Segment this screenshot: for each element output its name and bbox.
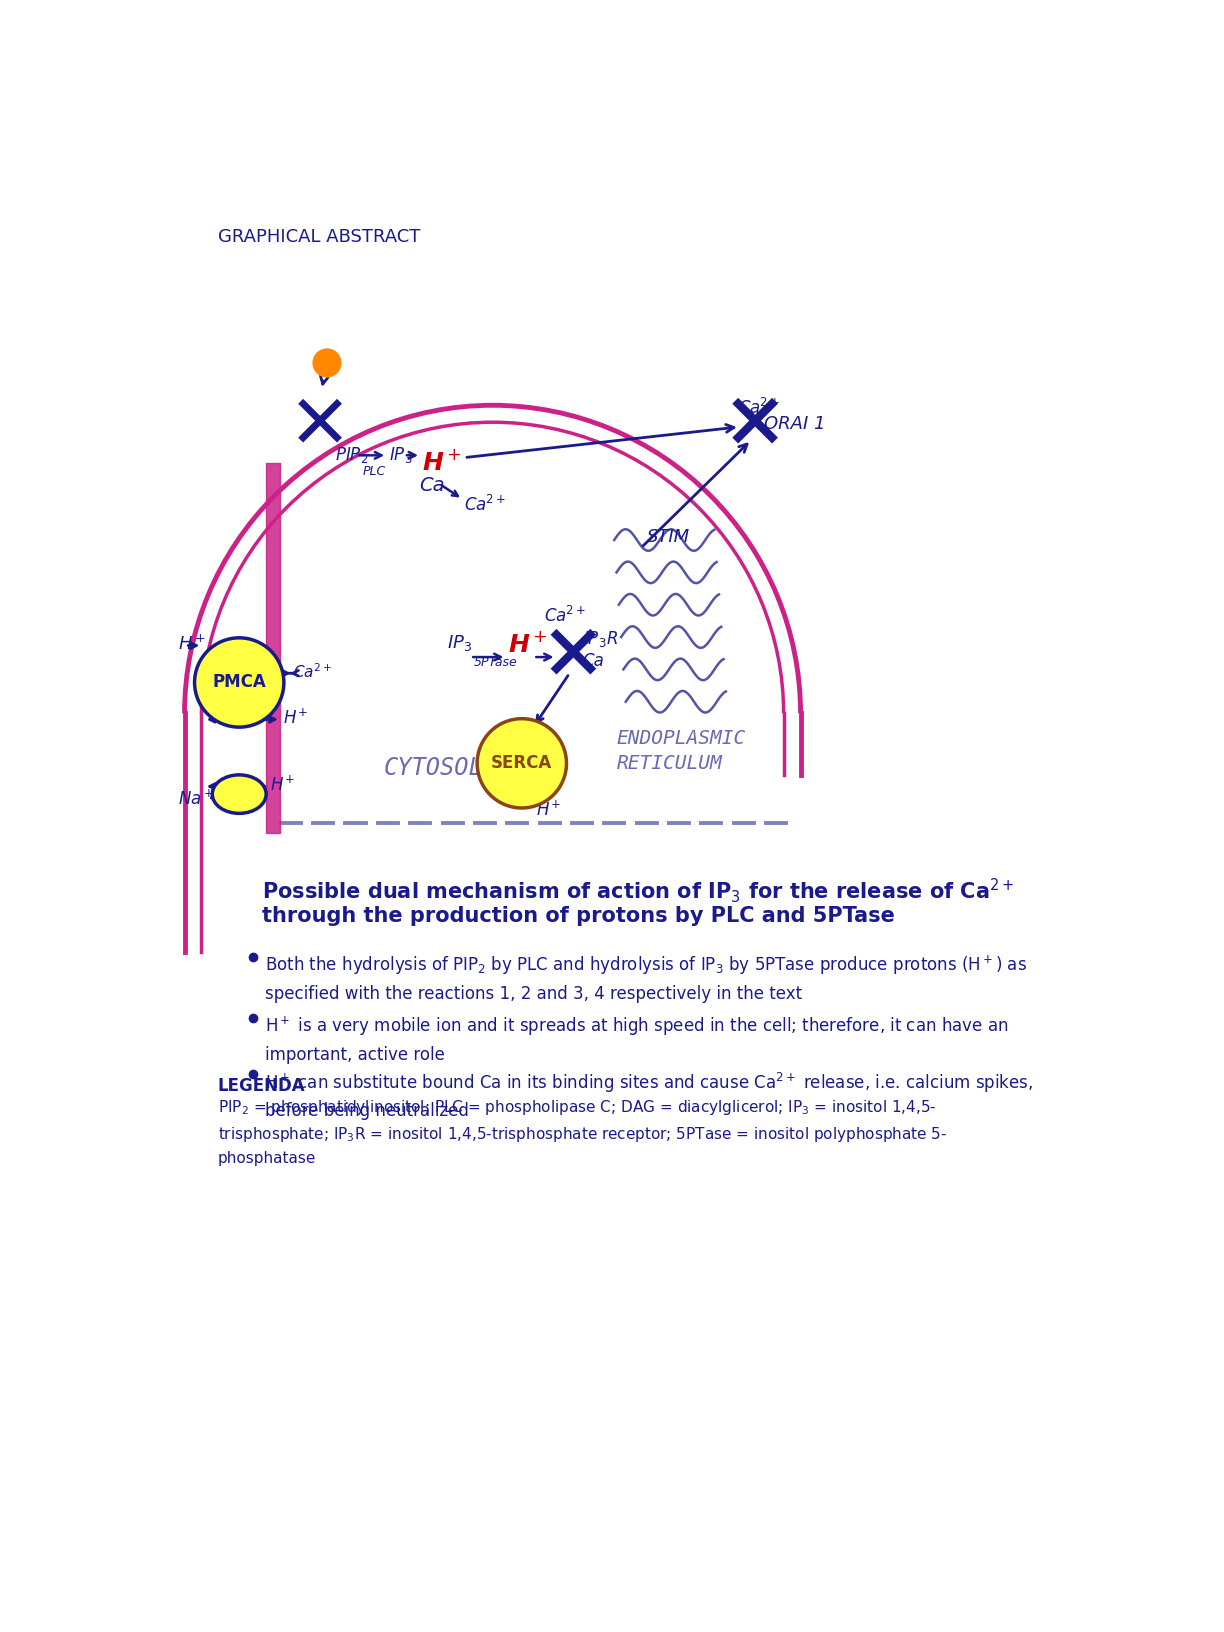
Text: SERCA: SERCA <box>491 754 552 772</box>
Circle shape <box>195 638 284 728</box>
Text: 5PTase: 5PTase <box>474 656 517 669</box>
Text: STIM: STIM <box>647 529 690 547</box>
Text: Ca$^{2+}$: Ca$^{2+}$ <box>545 607 586 627</box>
Text: H$^+$: H$^+$ <box>508 632 547 656</box>
Text: Ca: Ca <box>420 477 446 494</box>
Text: Both the hydrolysis of PIP$_2$ by PLC and hydrolysis of IP$_3$ by 5PTase produce: Both the hydrolysis of PIP$_2$ by PLC an… <box>266 953 1027 1002</box>
Text: Possible dual mechanism of action of IP$_3$ for the release of Ca$^{2+}$: Possible dual mechanism of action of IP$… <box>262 876 1015 906</box>
Text: IP$_3$: IP$_3$ <box>388 446 412 465</box>
Text: ORAI 1: ORAI 1 <box>764 415 826 432</box>
Text: through the production of protons by PLC and 5PTase: through the production of protons by PLC… <box>262 906 895 925</box>
Ellipse shape <box>212 775 266 813</box>
Text: H$^+$: H$^+$ <box>536 800 561 819</box>
Text: H$^+$: H$^+$ <box>271 775 295 795</box>
Text: Ca$^{2+}$: Ca$^{2+}$ <box>293 663 332 681</box>
Circle shape <box>313 349 340 377</box>
Text: H$^+$: H$^+$ <box>283 708 308 728</box>
Text: PIP$_2$ = phosphatidylinositol; PLC = phospholipase C; DAG = diacylglicerol; IP$: PIP$_2$ = phosphatidylinositol; PLC = ph… <box>218 1098 947 1165</box>
Text: H$^+$ is a very mobile ion and it spreads at high speed in the cell; therefore, : H$^+$ is a very mobile ion and it spread… <box>266 1015 1009 1064</box>
Text: ENDOPLASMIC
RETICULUM: ENDOPLASMIC RETICULUM <box>617 730 745 772</box>
Text: PIP$_2$: PIP$_2$ <box>334 446 368 465</box>
Text: H$^+$: H$^+$ <box>177 635 206 654</box>
Text: H$^+$ can substitute bound Ca in its binding sites and cause Ca$^{2+}$ release, : H$^+$ can substitute bound Ca in its bin… <box>266 1071 1033 1120</box>
Text: GRAPHICAL ABSTRACT: GRAPHICAL ABSTRACT <box>218 228 420 246</box>
Text: Na$^+$: Na$^+$ <box>177 790 213 809</box>
Text: IP$_3$: IP$_3$ <box>447 633 472 653</box>
Text: IP$_3$R: IP$_3$R <box>583 628 618 650</box>
Text: LEGENDA: LEGENDA <box>218 1077 305 1095</box>
Text: H$^+$: H$^+$ <box>422 450 461 475</box>
Text: Ca$^{2+}$: Ca$^{2+}$ <box>738 398 781 418</box>
Text: CYTOSOL: CYTOSOL <box>383 756 483 780</box>
Circle shape <box>477 718 567 808</box>
Text: PMCA: PMCA <box>212 674 266 692</box>
Text: Ca: Ca <box>583 651 605 669</box>
Text: Ca$^{2+}$: Ca$^{2+}$ <box>464 494 507 514</box>
Text: PLC: PLC <box>362 465 386 478</box>
